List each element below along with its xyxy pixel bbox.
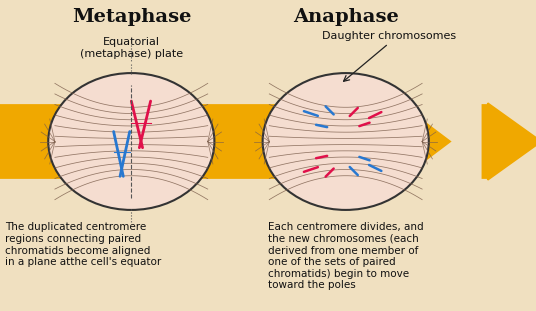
Text: Each centromere divides, and
the new chromosomes (each
derived from one member o: Each centromere divides, and the new chr… <box>268 222 423 290</box>
Text: Anaphase: Anaphase <box>293 8 399 26</box>
FancyArrow shape <box>0 103 450 180</box>
Text: Equatorial
(metaphase) plate: Equatorial (metaphase) plate <box>80 37 183 59</box>
FancyArrow shape <box>482 103 536 180</box>
Text: Daughter chromosomes: Daughter chromosomes <box>322 31 456 41</box>
Text: Metaphase: Metaphase <box>72 8 191 26</box>
Ellipse shape <box>263 73 429 210</box>
Ellipse shape <box>48 73 214 210</box>
Text: The duplicated centromere
regions connecting paired
chromatids become aligned
in: The duplicated centromere regions connec… <box>5 222 162 267</box>
